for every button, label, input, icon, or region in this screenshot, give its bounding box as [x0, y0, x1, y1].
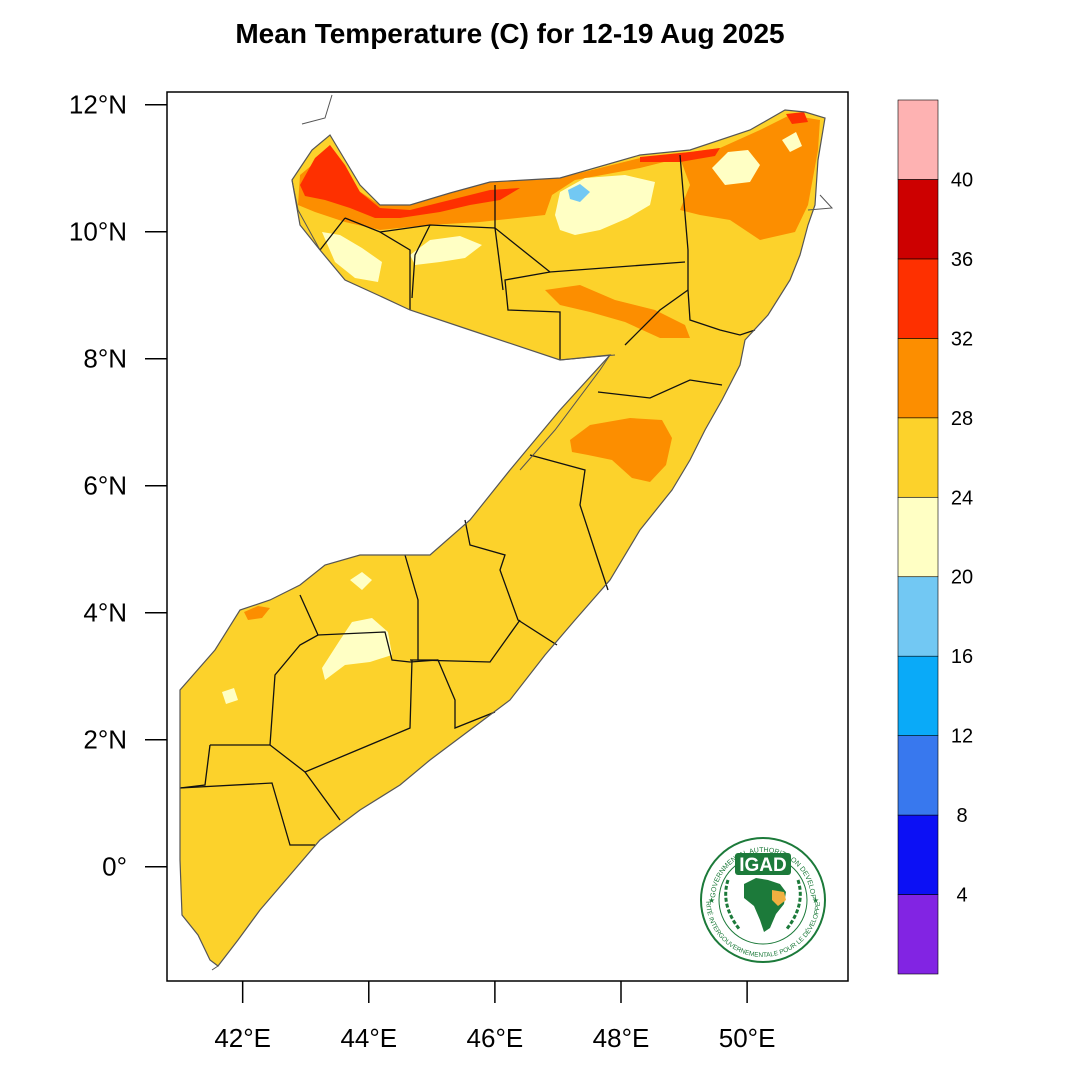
lat-tick-label: 8°N	[83, 344, 127, 374]
lon-tick-label: 50°E	[719, 1023, 776, 1053]
zone-28-32-b	[545, 285, 690, 338]
longitude-axis: 42°E 44°E 46°E 48°E 50°E	[214, 981, 775, 1053]
colorbar: 4 8 12 16 20 24 28 32 36 40	[897, 99, 973, 975]
colorbar-label: 4	[956, 885, 967, 907]
lat-tick-label: 0°	[102, 852, 127, 882]
laurel-left-icon	[724, 879, 742, 931]
zone-20-24-ne	[782, 132, 802, 152]
lon-tick-label: 48°E	[593, 1023, 650, 1053]
star-left-icon: ★	[708, 896, 715, 905]
colorbar-label: 20	[951, 567, 973, 589]
neighbor-border	[211, 94, 834, 971]
colorbar-swatch	[897, 735, 939, 816]
zone-20-24-spot2	[222, 688, 238, 704]
plot-frame	[166, 91, 849, 982]
colorbar-label: 36	[951, 249, 973, 271]
zone-20-24-spot1	[350, 572, 372, 590]
zone-20-24-south	[322, 618, 392, 680]
colorbar-swatch	[897, 814, 939, 895]
colorbar-label: 8	[956, 805, 967, 827]
colorbar-swatch	[897, 99, 939, 180]
latitude-axis: 12°N 10°N 8°N 6°N 4°N 2°N 0°	[69, 90, 167, 882]
country-outline	[179, 109, 826, 967]
colorbar-label: 24	[951, 487, 973, 509]
laurel-right-icon	[784, 879, 802, 931]
colorbar-swatch	[897, 496, 939, 578]
admin-boundaries	[179, 154, 756, 846]
somalia-land	[180, 110, 825, 966]
zone-20-24-mid	[410, 236, 482, 265]
lat-tick-label: 2°N	[83, 725, 127, 755]
zone-32-36-c	[786, 112, 808, 124]
colorbar-label: 12	[951, 726, 973, 748]
colorbar-swatch	[897, 417, 939, 498]
zone-16-20	[568, 184, 590, 202]
lat-tick-label: 6°N	[83, 471, 127, 501]
lon-tick-label: 42°E	[214, 1023, 271, 1053]
zone-32-36	[300, 145, 520, 218]
colorbar-swatch	[897, 338, 939, 419]
lon-tick-label: 44°E	[340, 1023, 397, 1053]
map-title: Mean Temperature (C) for 12-19 Aug 2025	[235, 18, 785, 49]
horn-region-icon	[772, 890, 786, 906]
lon-tick-label: 46°E	[467, 1023, 524, 1053]
logo-acronym: IGAD	[739, 855, 787, 876]
zone-28-32-d	[244, 606, 270, 620]
lat-tick-label: 10°N	[69, 217, 127, 247]
colorbar-label: 40	[951, 169, 973, 191]
colorbar-swatch	[897, 258, 939, 339]
colorbar-swatch	[897, 655, 939, 736]
colorbar-swatch	[897, 894, 939, 975]
lat-tick-label: 4°N	[83, 598, 127, 628]
colorbar-swatch	[897, 576, 939, 657]
colorbar-swatch	[897, 179, 939, 260]
colorbar-label: 16	[951, 646, 973, 668]
colorbar-label: 28	[951, 408, 973, 430]
temperature-field	[179, 94, 834, 971]
colorbar-label: 32	[951, 328, 973, 350]
zone-20-24-west	[322, 232, 382, 282]
zone-28-32-c	[570, 418, 672, 482]
zone-20-24-east	[712, 150, 760, 185]
star-right-icon: ★	[812, 896, 819, 905]
lat-tick-label: 12°N	[69, 90, 127, 120]
